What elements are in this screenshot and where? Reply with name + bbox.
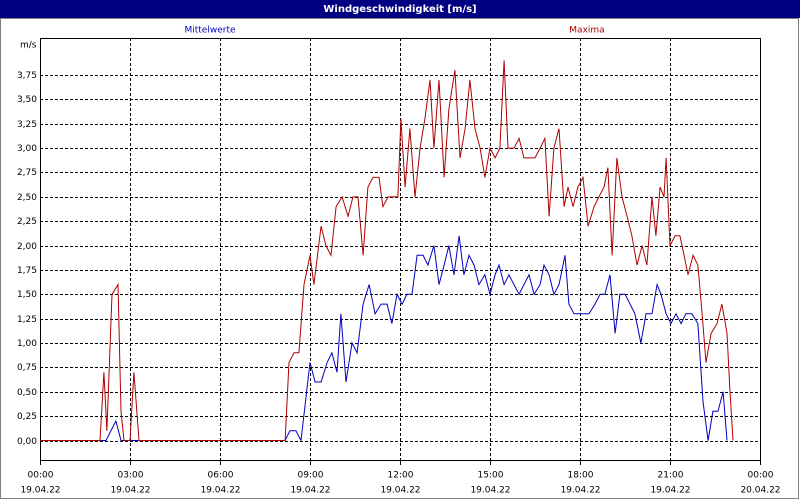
x-tick-label: 09:00 — [298, 471, 324, 481]
title-bar — [0, 0, 800, 18]
y-tick-label: 2,75 — [17, 168, 37, 178]
y-tick-label: 3,25 — [17, 120, 37, 130]
x-tick-label: 12:00 — [388, 471, 414, 481]
y-tick-label: 1,25 — [17, 315, 37, 325]
y-tick-label: 3,00 — [17, 144, 37, 154]
y-axis-label: m/s — [20, 41, 37, 51]
x-tick-date: 19.04.22 — [470, 486, 510, 496]
x-tick-date: 19.04.22 — [200, 486, 240, 496]
chart-title: Windgeschwindigkeit [m/s] — [323, 4, 476, 15]
y-tick-label: 2,25 — [17, 217, 37, 227]
x-tick-date: 19.04.22 — [20, 486, 60, 496]
y-tick-label: 3,75 — [17, 71, 37, 81]
x-tick-label: 00:00 — [748, 471, 774, 481]
x-tick-date: 19.04.22 — [380, 486, 420, 496]
y-tick-label: 0,75 — [17, 363, 37, 373]
x-tick-date: 19.04.22 — [560, 486, 600, 496]
x-tick-date: 20.04.22 — [740, 486, 780, 496]
y-tick-label: 1,75 — [17, 266, 37, 276]
y-tick-label: 2,00 — [17, 242, 37, 252]
y-tick-label: 0,25 — [17, 412, 37, 422]
legend-entry: Maxima — [569, 26, 604, 36]
x-tick-date: 19.04.22 — [290, 486, 330, 496]
legend-entry: Mittelwerte — [184, 26, 235, 36]
x-tick-date: 19.04.22 — [650, 486, 690, 496]
series-line — [40, 60, 734, 441]
y-tick-label: 0,50 — [17, 388, 37, 398]
x-tick-date: 19.04.22 — [110, 486, 150, 496]
x-tick-label: 18:00 — [568, 471, 594, 481]
x-tick-label: 00:00 — [28, 471, 54, 481]
y-tick-label: 2,50 — [17, 193, 37, 203]
y-tick-label: 1,00 — [17, 339, 37, 349]
series-line — [40, 235, 728, 443]
y-tick-label: 1,50 — [17, 290, 37, 300]
x-tick-label: 03:00 — [118, 471, 144, 481]
window-border — [0, 18, 799, 499]
x-tick-label: 06:00 — [208, 471, 234, 481]
y-tick-label: 0,00 — [17, 437, 37, 447]
y-tick-label: 3,50 — [17, 95, 37, 105]
x-tick-label: 21:00 — [658, 471, 684, 481]
x-tick-label: 15:00 — [478, 471, 504, 481]
